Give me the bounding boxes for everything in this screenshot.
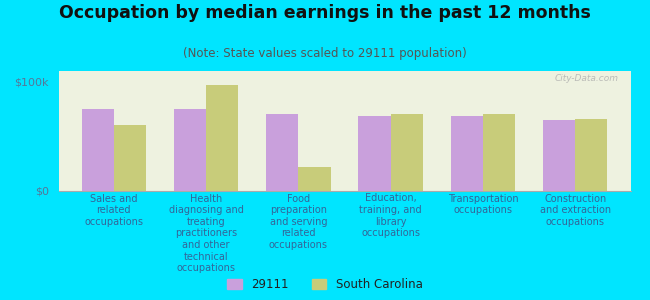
Text: Health
diagnosing and
treating
practitioners
and other
technical
occupations: Health diagnosing and treating practitio… xyxy=(169,194,244,273)
Text: City-Data.com: City-Data.com xyxy=(555,74,619,83)
Bar xyxy=(391,114,423,190)
Bar xyxy=(575,118,608,190)
Bar xyxy=(298,167,331,191)
Legend: 29111, South Carolina: 29111, South Carolina xyxy=(227,278,422,291)
Bar xyxy=(358,116,391,190)
Text: Food
preparation
and serving
related
occupations: Food preparation and serving related occ… xyxy=(269,194,328,250)
Text: Construction
and extraction
occupations: Construction and extraction occupations xyxy=(540,194,611,227)
Text: Transportation
occupations: Transportation occupations xyxy=(448,194,518,215)
Text: Education,
training, and
library
occupations: Education, training, and library occupat… xyxy=(359,194,422,238)
Bar xyxy=(81,109,114,190)
Text: (Note: State values scaled to 29111 population): (Note: State values scaled to 29111 popu… xyxy=(183,46,467,59)
Text: Sales and
related
occupations: Sales and related occupations xyxy=(84,194,144,227)
Bar xyxy=(114,125,146,190)
Text: Occupation by median earnings in the past 12 months: Occupation by median earnings in the pas… xyxy=(59,4,591,22)
Bar xyxy=(174,109,206,190)
Bar xyxy=(266,114,298,190)
Bar xyxy=(483,114,515,190)
Bar xyxy=(543,120,575,190)
Bar xyxy=(450,116,483,190)
Bar xyxy=(206,85,239,190)
